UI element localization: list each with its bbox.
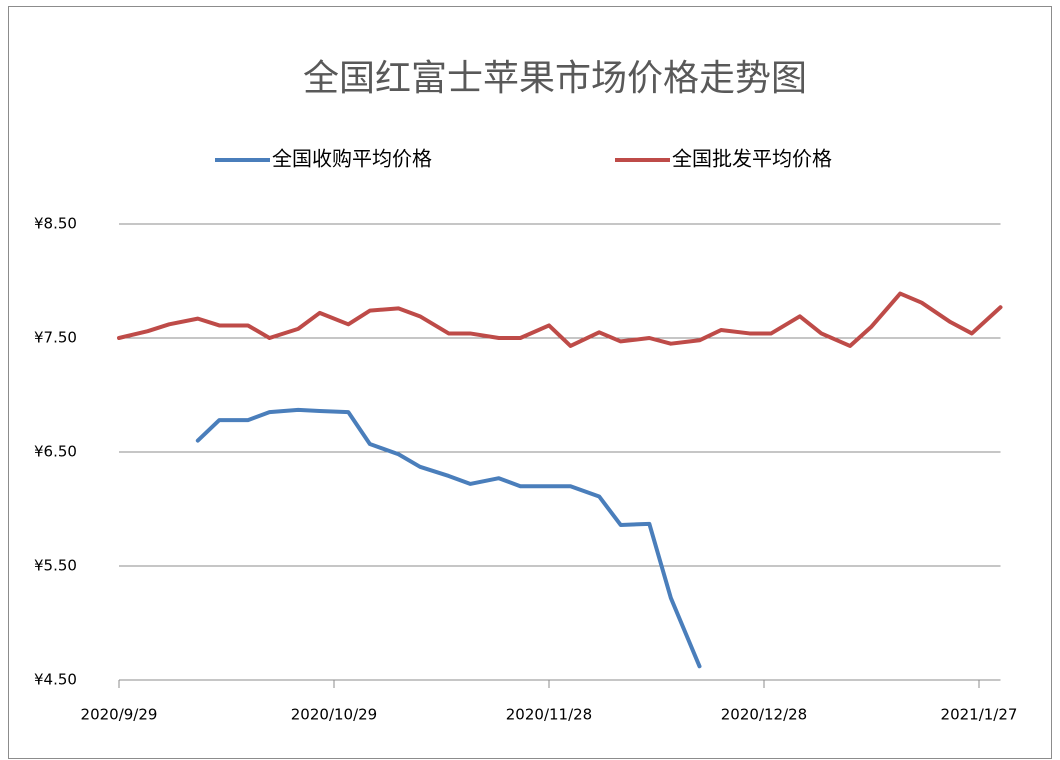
series-line xyxy=(195,407,702,669)
chart-border xyxy=(8,6,1052,759)
legend-label: 全国收购平均价格 xyxy=(272,147,432,171)
x-tick-label: 2020/12/28 xyxy=(721,706,807,724)
x-tick-label: 2021/1/27 xyxy=(941,706,1018,724)
y-tick-label: ¥4.50 xyxy=(34,671,77,689)
x-tick-label: 2020/11/28 xyxy=(506,706,592,724)
y-tick-label: ¥5.50 xyxy=(34,557,77,575)
x-tick-label: 2020/10/29 xyxy=(291,706,377,724)
x-tick-label: 2020/9/29 xyxy=(81,706,158,724)
y-tick-label: ¥6.50 xyxy=(34,443,77,461)
legend-label: 全国批发平均价格 xyxy=(672,147,832,171)
chart-title: 全国红富士苹果市场价格走势图 xyxy=(303,58,807,99)
y-tick-label: ¥8.50 xyxy=(34,215,77,233)
y-tick-label: ¥7.50 xyxy=(34,329,77,347)
series-line xyxy=(117,291,1003,348)
